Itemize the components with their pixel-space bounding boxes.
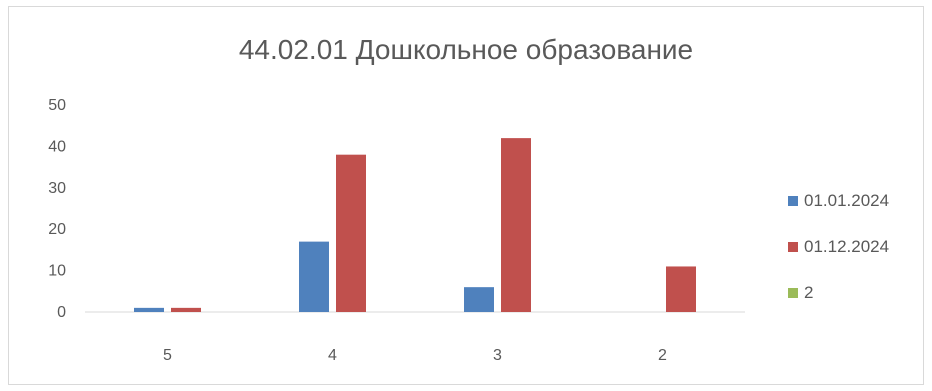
y-tick-label: 30 — [48, 180, 66, 197]
y-tick-label: 50 — [48, 97, 66, 114]
bar-series-2 — [666, 266, 696, 312]
legend-swatch-series-2 — [788, 242, 798, 252]
legend-label-series-3: 2 — [804, 283, 814, 302]
x-tick-label: 4 — [328, 347, 337, 364]
legend-swatch-series-1 — [788, 196, 798, 206]
bar-series-2 — [336, 154, 366, 312]
bar-series-1 — [464, 287, 494, 312]
legend-label-series-2: 01.12.2024 — [804, 237, 890, 256]
x-tick-label: 2 — [658, 347, 667, 364]
bar-series-2 — [171, 307, 201, 312]
y-tick-label: 40 — [48, 138, 66, 155]
y-tick-label: 20 — [48, 221, 66, 238]
legend-label-series-1: 01.01.2024 — [804, 191, 890, 210]
legend-item-series-1: 01.01.2024 — [788, 178, 889, 224]
x-tick-label: 3 — [493, 347, 502, 364]
legend-item-series-2: 01.12.2024 — [788, 224, 889, 270]
x-tick-label: 5 — [163, 347, 172, 364]
legend: 01.01.2024 01.12.2024 2 — [788, 178, 889, 316]
legend-item-series-3: 2 — [788, 270, 889, 316]
bar-series-1 — [299, 241, 329, 312]
y-tick-label: 10 — [48, 263, 66, 280]
y-tick-label: 0 — [57, 304, 66, 321]
chart-title: 44.02.01 Дошкольное образование — [238, 34, 694, 65]
bar-series-1 — [134, 307, 164, 312]
chart-frame — [8, 6, 924, 385]
bar-series-2 — [501, 138, 531, 312]
legend-swatch-series-3 — [788, 288, 798, 298]
